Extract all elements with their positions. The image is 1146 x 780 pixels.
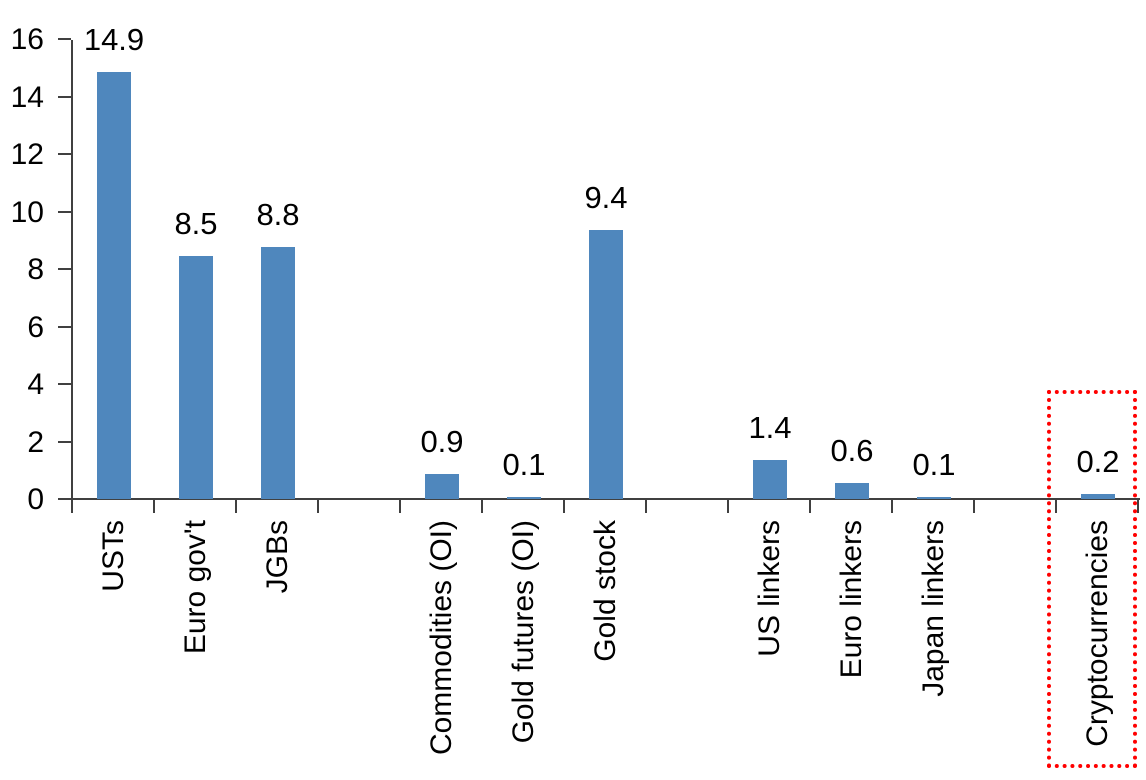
y-tick-label: 4 — [27, 368, 44, 401]
bar-value-label: 0.2 — [1076, 444, 1120, 479]
x-tick-mark — [645, 500, 647, 513]
x-tick-label: Commodities (OI) — [425, 520, 458, 756]
bar — [179, 256, 213, 499]
x-tick-mark — [481, 500, 483, 513]
bar — [261, 247, 295, 499]
x-tick-label: JGBs — [261, 520, 294, 594]
x-tick-label: Euro gov't — [179, 520, 212, 655]
y-tick-mark — [58, 440, 71, 443]
bar — [425, 474, 459, 499]
x-tick-mark — [727, 500, 729, 513]
y-tick-label: 12 — [10, 138, 44, 171]
x-tick-mark — [891, 500, 893, 513]
bar — [1081, 494, 1115, 499]
x-tick-label: Gold stock — [589, 520, 622, 662]
y-tick-label: 16 — [10, 23, 44, 56]
y-tick-mark — [58, 268, 71, 270]
bar-value-label: 9.4 — [584, 180, 628, 215]
bar — [753, 460, 787, 499]
x-tick-mark — [399, 500, 401, 513]
x-axis — [71, 498, 1140, 500]
y-axis — [71, 40, 73, 513]
y-tick-label: 6 — [27, 310, 44, 344]
y-tick-mark — [58, 95, 71, 98]
x-tick-mark — [1055, 500, 1057, 513]
bar — [507, 497, 541, 499]
x-tick-mark — [563, 500, 565, 513]
y-tick-mark — [58, 325, 71, 328]
x-tick-mark — [153, 500, 155, 513]
y-tick-mark — [58, 38, 71, 40]
y-tick-label: 10 — [10, 195, 44, 229]
bar-value-label: 0.1 — [502, 447, 546, 482]
bar — [835, 483, 869, 499]
x-tick-mark — [71, 500, 73, 513]
x-tick-mark — [809, 500, 811, 513]
y-tick-label: 0 — [27, 483, 44, 516]
x-tick-label: Japan linkers — [917, 520, 950, 697]
bar-value-label: 0.1 — [912, 447, 956, 482]
y-tick-mark — [58, 498, 71, 500]
bar-value-label: 8.5 — [174, 206, 218, 241]
x-tick-label: US linkers — [753, 520, 786, 657]
bar — [917, 497, 951, 499]
bar-value-label: 1.4 — [748, 410, 792, 445]
y-tick-label: 14 — [10, 80, 44, 114]
x-tick-mark — [973, 500, 975, 513]
bar — [97, 72, 131, 499]
x-tick-mark — [317, 500, 319, 513]
bar-value-label: 8.8 — [256, 197, 300, 232]
x-tick-label: Euro linkers — [835, 520, 868, 679]
x-tick-mark — [235, 500, 237, 513]
bar-value-label: 0.9 — [420, 424, 464, 459]
highlight-box — [1047, 390, 1137, 768]
y-tick-mark — [58, 383, 71, 385]
y-tick-label: 8 — [27, 253, 44, 286]
x-tick-label: USTs — [97, 520, 130, 592]
bar — [589, 230, 623, 499]
y-tick-mark — [58, 210, 71, 213]
x-tick-mark — [1137, 500, 1139, 513]
bar-value-label: 14.9 — [83, 22, 145, 57]
x-tick-label: Gold futures (OI) — [507, 520, 540, 744]
bar-value-label: 0.6 — [830, 433, 874, 468]
y-tick-label: 2 — [27, 425, 44, 459]
y-tick-mark — [58, 153, 71, 155]
